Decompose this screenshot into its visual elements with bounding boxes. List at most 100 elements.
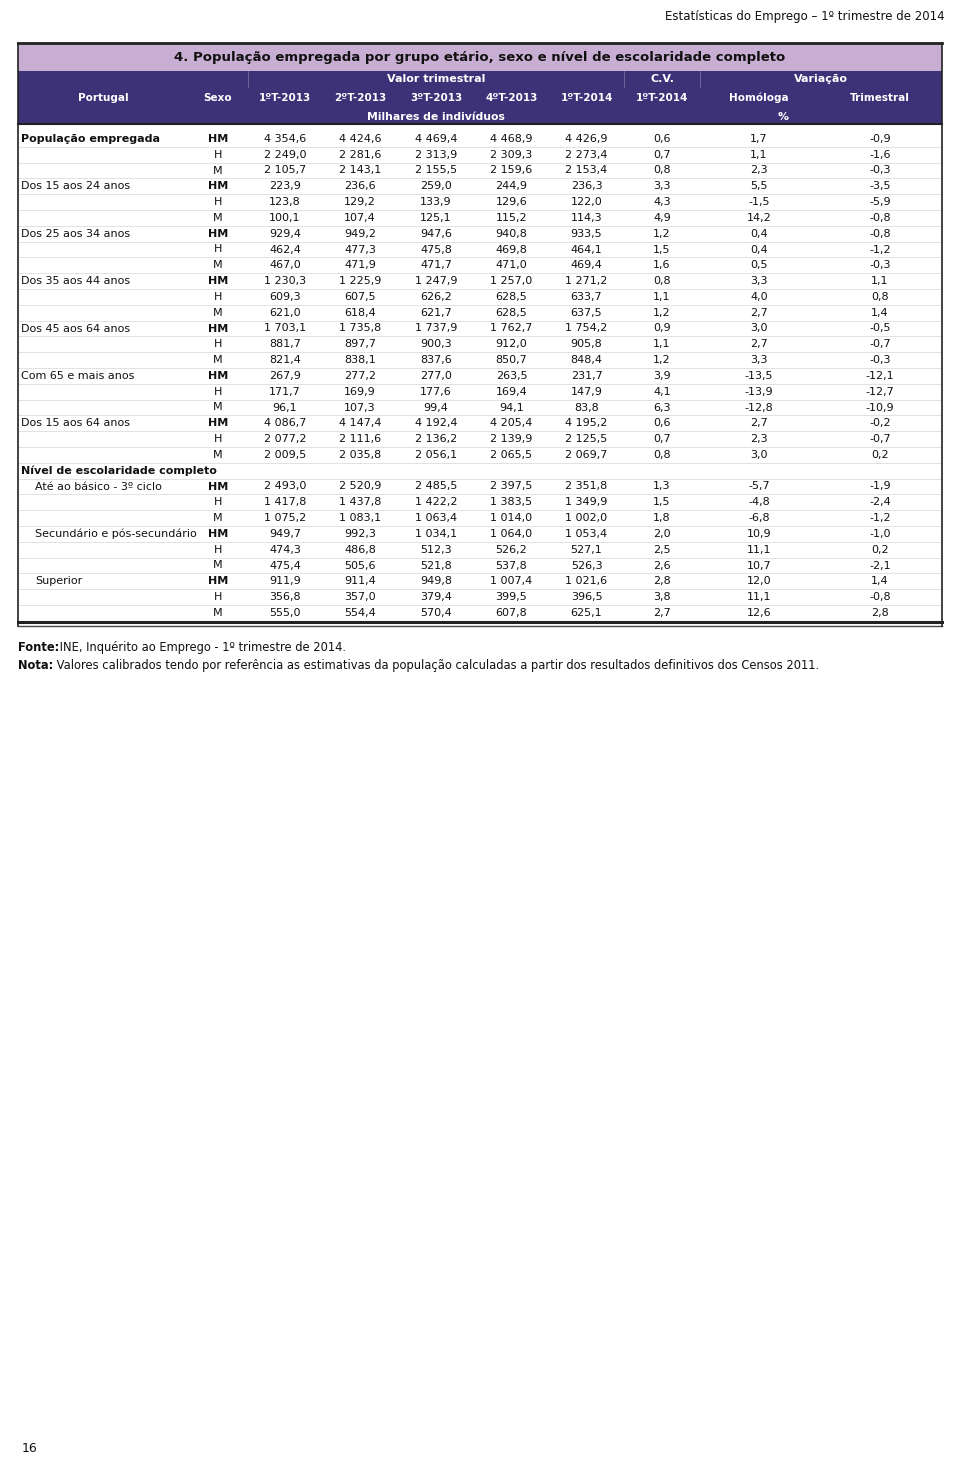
Text: -1,5: -1,5 bbox=[748, 197, 770, 207]
Text: 1 063,4: 1 063,4 bbox=[415, 514, 457, 523]
Text: 3,8: 3,8 bbox=[653, 592, 671, 602]
Text: 4 426,9: 4 426,9 bbox=[565, 134, 608, 144]
Text: M: M bbox=[213, 355, 223, 366]
Text: 949,2: 949,2 bbox=[344, 229, 376, 239]
Text: 1 754,2: 1 754,2 bbox=[565, 323, 608, 333]
Text: 177,6: 177,6 bbox=[420, 386, 452, 396]
Text: 1,1: 1,1 bbox=[653, 339, 671, 349]
Text: 169,4: 169,4 bbox=[495, 386, 527, 396]
Text: 0,8: 0,8 bbox=[653, 166, 671, 176]
Text: M: M bbox=[213, 260, 223, 270]
Bar bbox=[18, 43, 942, 70]
Text: 2 069,7: 2 069,7 bbox=[565, 449, 608, 459]
Text: 122,0: 122,0 bbox=[570, 197, 602, 207]
Text: -0,8: -0,8 bbox=[869, 229, 891, 239]
Text: H: H bbox=[214, 292, 222, 302]
Text: -12,7: -12,7 bbox=[866, 386, 895, 396]
Text: 14,2: 14,2 bbox=[747, 213, 772, 223]
Text: 4,0: 4,0 bbox=[750, 292, 768, 302]
Text: Dos 45 aos 64 anos: Dos 45 aos 64 anos bbox=[21, 323, 131, 333]
Text: 379,4: 379,4 bbox=[420, 592, 452, 602]
Text: 12,0: 12,0 bbox=[747, 577, 771, 586]
Text: 3,9: 3,9 bbox=[653, 371, 671, 380]
Text: 1 257,0: 1 257,0 bbox=[491, 276, 533, 286]
Text: 2ºT-2013: 2ºT-2013 bbox=[334, 92, 386, 103]
Text: 929,4: 929,4 bbox=[269, 229, 301, 239]
Text: 357,0: 357,0 bbox=[345, 592, 375, 602]
Text: HM: HM bbox=[208, 134, 228, 144]
Text: HM: HM bbox=[208, 418, 228, 429]
Text: Nota:: Nota: bbox=[18, 659, 53, 672]
Bar bbox=[18, 226, 942, 242]
Bar bbox=[18, 605, 942, 621]
Text: 1 083,1: 1 083,1 bbox=[339, 514, 381, 523]
Text: HM: HM bbox=[208, 229, 228, 239]
Text: M: M bbox=[213, 402, 223, 413]
Text: -0,3: -0,3 bbox=[869, 166, 891, 176]
Text: Até ao básico - 3º ciclo: Até ao básico - 3º ciclo bbox=[35, 482, 162, 492]
Text: 1 762,7: 1 762,7 bbox=[491, 323, 533, 333]
Text: 2 397,5: 2 397,5 bbox=[491, 482, 533, 492]
Bar bbox=[18, 383, 942, 399]
Bar bbox=[18, 210, 942, 226]
Text: 94,1: 94,1 bbox=[499, 402, 524, 413]
Text: 2 493,0: 2 493,0 bbox=[264, 482, 306, 492]
Text: HM: HM bbox=[208, 323, 228, 333]
Text: 1 034,1: 1 034,1 bbox=[415, 528, 457, 539]
Text: 474,3: 474,3 bbox=[269, 545, 300, 555]
Text: 4,3: 4,3 bbox=[653, 197, 671, 207]
Text: 471,9: 471,9 bbox=[344, 260, 376, 270]
Text: 99,4: 99,4 bbox=[423, 402, 448, 413]
Text: 129,6: 129,6 bbox=[495, 197, 527, 207]
Text: H: H bbox=[214, 245, 222, 254]
Text: HM: HM bbox=[208, 482, 228, 492]
Text: 244,9: 244,9 bbox=[495, 182, 527, 191]
Text: 2,7: 2,7 bbox=[750, 308, 768, 317]
Text: 881,7: 881,7 bbox=[269, 339, 300, 349]
Text: 1,4: 1,4 bbox=[871, 577, 889, 586]
Bar bbox=[18, 179, 942, 194]
Text: 1 053,4: 1 053,4 bbox=[565, 528, 608, 539]
Text: %: % bbox=[778, 112, 788, 122]
Text: 1,2: 1,2 bbox=[653, 229, 671, 239]
Text: 1,1: 1,1 bbox=[751, 150, 768, 160]
Text: 1 437,8: 1 437,8 bbox=[339, 498, 381, 508]
Text: 0,6: 0,6 bbox=[653, 134, 671, 144]
Text: 0,8: 0,8 bbox=[653, 276, 671, 286]
Text: 259,0: 259,0 bbox=[420, 182, 452, 191]
Text: 2 009,5: 2 009,5 bbox=[264, 449, 306, 459]
Text: 356,8: 356,8 bbox=[269, 592, 300, 602]
Text: 96,1: 96,1 bbox=[273, 402, 298, 413]
Text: 471,0: 471,0 bbox=[495, 260, 527, 270]
Text: Variação: Variação bbox=[794, 73, 848, 84]
Text: -0,9: -0,9 bbox=[869, 134, 891, 144]
Text: Secundário e pós-secundário: Secundário e pós-secundário bbox=[35, 528, 197, 539]
Text: Dos 15 aos 24 anos: Dos 15 aos 24 anos bbox=[21, 182, 131, 191]
Bar bbox=[18, 131, 942, 147]
Text: 625,1: 625,1 bbox=[570, 608, 602, 618]
Text: 1,6: 1,6 bbox=[653, 260, 671, 270]
Bar bbox=[18, 432, 942, 446]
Text: 1 002,0: 1 002,0 bbox=[565, 514, 608, 523]
Text: 3,3: 3,3 bbox=[751, 276, 768, 286]
Bar bbox=[18, 446, 942, 462]
Text: Trimestral: Trimestral bbox=[850, 92, 910, 103]
Text: 1 021,6: 1 021,6 bbox=[565, 577, 608, 586]
Text: -13,9: -13,9 bbox=[745, 386, 774, 396]
Text: 277,0: 277,0 bbox=[420, 371, 452, 380]
Text: 469,8: 469,8 bbox=[495, 245, 527, 254]
Bar bbox=[18, 574, 942, 589]
Text: 4ºT-2013: 4ºT-2013 bbox=[486, 92, 538, 103]
Text: 2,7: 2,7 bbox=[653, 608, 671, 618]
Text: 0,7: 0,7 bbox=[653, 435, 671, 445]
Text: 1 225,9: 1 225,9 bbox=[339, 276, 381, 286]
Text: -1,2: -1,2 bbox=[869, 514, 891, 523]
Text: 1,5: 1,5 bbox=[653, 498, 671, 508]
Text: 2 125,5: 2 125,5 bbox=[565, 435, 608, 445]
Text: 4 469,4: 4 469,4 bbox=[415, 134, 457, 144]
Bar bbox=[18, 399, 942, 415]
Text: -0,8: -0,8 bbox=[869, 213, 891, 223]
Text: C.V.: C.V. bbox=[650, 73, 674, 84]
Text: M: M bbox=[213, 608, 223, 618]
Text: M: M bbox=[213, 213, 223, 223]
